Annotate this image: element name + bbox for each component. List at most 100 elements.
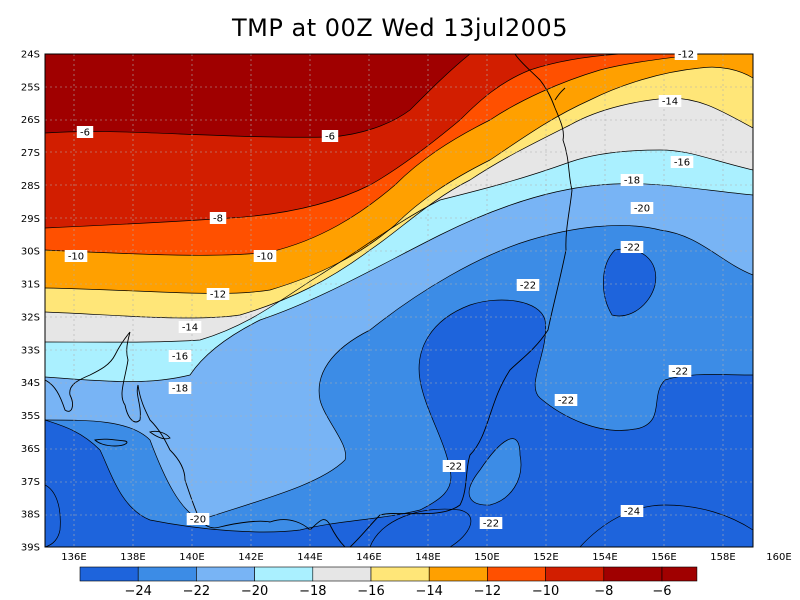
- svg-text:-22: -22: [520, 281, 536, 292]
- lbl-m20-b: -20: [630, 202, 654, 215]
- lat-label: 30S: [21, 247, 40, 258]
- svg-text:-16: -16: [674, 158, 690, 169]
- colorbar-swatch: [545, 566, 605, 582]
- lat-label: 38S: [21, 510, 40, 521]
- svg-text:-16: -16: [172, 352, 188, 363]
- lon-label: 142E: [238, 552, 263, 563]
- lat-label: 31S: [21, 280, 40, 291]
- lon-label: 148E: [415, 552, 440, 563]
- lbl-m18-a: -18: [168, 382, 192, 395]
- lat-label: 37S: [21, 477, 40, 488]
- svg-text:-22: -22: [624, 243, 640, 254]
- svg-text:-20: -20: [190, 515, 206, 526]
- lon-label: 140E: [179, 552, 204, 563]
- svg-text:-22: -22: [446, 462, 462, 473]
- colorbar-swatch-end: [661, 566, 698, 582]
- contour-fill-layer: [45, 54, 753, 547]
- lat-label: 34S: [21, 378, 40, 389]
- lbl-m6-a: -6: [76, 126, 94, 139]
- svg-text:-10: -10: [68, 252, 84, 263]
- lbl-m22-b: -22: [516, 279, 540, 292]
- lbl-m20-a: -20: [186, 513, 210, 526]
- lbl-m22-f: -22: [479, 517, 503, 530]
- colorbar-label: −20: [241, 584, 268, 599]
- fill-band-22-bubble: [603, 249, 656, 316]
- longitude-labels: 136E 138E 140E 142E 144E 146E 148E 150E 152E 154E…: [61, 552, 791, 563]
- colorbar-label: −10: [532, 584, 559, 599]
- colorbar-label: −24: [124, 584, 151, 599]
- lat-label: 35S: [21, 411, 40, 422]
- gridlines: [45, 54, 753, 547]
- lat-label: 32S: [21, 312, 40, 323]
- colorbar-label: −16: [357, 584, 384, 599]
- svg-text:-22: -22: [672, 367, 688, 378]
- colorbar-label: −8: [594, 584, 613, 599]
- colorbar-swatch: [254, 566, 314, 582]
- colorbar-swatch: [137, 566, 197, 582]
- svg-text:-20: -20: [634, 204, 650, 215]
- lat-label: 33S: [21, 345, 40, 356]
- fill-band-24-mid: [370, 509, 471, 547]
- svg-text:-12: -12: [678, 50, 694, 61]
- lon-label: 158E: [710, 552, 735, 563]
- lon-label: 152E: [533, 552, 558, 563]
- svg-text:-18: -18: [172, 384, 188, 395]
- svg-text:-6: -6: [325, 132, 335, 143]
- lbl-m14-a: -14: [178, 321, 202, 334]
- lbl-m14-b: -14: [658, 95, 682, 108]
- svg-text:-14: -14: [662, 97, 678, 108]
- colorbar: −24 −22 −20 −18 −16 −14 −12 −10 −8 −6: [79, 566, 698, 599]
- fill-band-24-left: [45, 485, 61, 547]
- colorbar-label: −22: [183, 584, 210, 599]
- colorbar-label: −18: [299, 584, 326, 599]
- lon-label: 150E: [474, 552, 499, 563]
- lbl-m16-a: -16: [168, 350, 192, 363]
- svg-text:-22: -22: [483, 519, 499, 530]
- lbl-m22-d: -22: [554, 394, 578, 407]
- lat-label: 36S: [21, 444, 40, 455]
- colorbar-swatch: [370, 566, 430, 582]
- contour-labels: -6 -6 -8 -10 -10 -12 -12 -14 -14 -16 -16 -18 -18 -20 -…: [64, 48, 698, 530]
- fill-band-22-core: [45, 300, 753, 547]
- colorbar-label: −12: [474, 584, 501, 599]
- coastline: [45, 54, 573, 547]
- lbl-m24: -24: [620, 505, 644, 518]
- svg-text:-18: -18: [624, 176, 640, 187]
- map-title: TMP at 00Z Wed 13jul2005: [232, 14, 568, 42]
- colorbar-swatch: [428, 566, 488, 582]
- lat-label: 24S: [21, 50, 40, 61]
- lbl-m22-a: -22: [620, 241, 644, 254]
- lon-label: 160E: [766, 552, 791, 563]
- latitude-labels: 24S 25S 26S 27S 28S 29S 30S 31S 32S 33S 34S 35S 36S 3…: [21, 50, 40, 554]
- plot-frame: [44, 53, 754, 548]
- colorbar-label: −6: [652, 584, 671, 599]
- lon-label: 136E: [61, 552, 86, 563]
- lat-label: 27S: [21, 148, 40, 159]
- colorbar-label: −14: [415, 584, 442, 599]
- svg-text:-8: -8: [213, 214, 223, 225]
- svg-text:-24: -24: [624, 507, 640, 518]
- colorbar-swatch: [487, 566, 546, 582]
- lat-label: 29S: [21, 214, 40, 225]
- lbl-m6-b: -6: [321, 130, 339, 143]
- lon-label: 156E: [651, 552, 676, 563]
- lbl-m12-a: -12: [206, 288, 230, 301]
- lat-label: 39S: [21, 543, 40, 554]
- svg-text:-10: -10: [257, 252, 273, 263]
- lbl-m10-b: -10: [253, 250, 277, 263]
- lat-label: 28S: [21, 181, 40, 192]
- colorbar-swatch: [196, 566, 255, 582]
- lon-label: 146E: [356, 552, 381, 563]
- lbl-m10-a: -10: [64, 250, 88, 263]
- colorbar-swatch: [79, 566, 139, 582]
- lat-label: 26S: [21, 115, 40, 126]
- lon-label: 144E: [297, 552, 322, 563]
- fill-band-20-patch: [469, 438, 521, 506]
- svg-text:-6: -6: [80, 128, 90, 139]
- lbl-m8: -8: [209, 212, 227, 225]
- lbl-m18-b: -18: [620, 174, 644, 187]
- colorbar-swatch: [312, 566, 372, 582]
- lbl-m16-b: -16: [670, 156, 694, 169]
- lbl-m22-c: -22: [668, 365, 692, 378]
